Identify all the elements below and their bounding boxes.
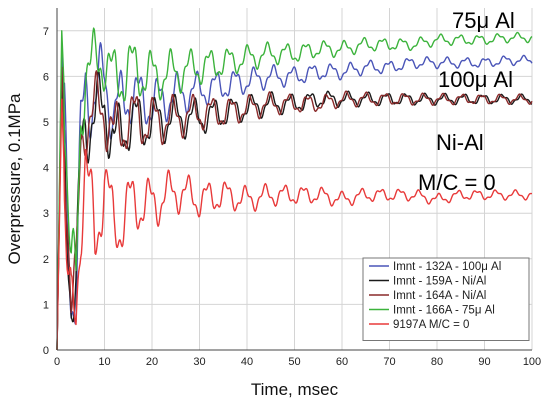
y-tick-label-0: 0: [43, 345, 49, 357]
y-tick-label-6: 6: [43, 71, 49, 83]
x-tick-label-4: 40: [241, 356, 253, 368]
legend-label-3: Imnt - 166A - 75μ Al: [393, 305, 495, 317]
series-line-0: [56, 42, 533, 351]
x-axis-title: Time, msec: [251, 380, 339, 399]
legend: Imnt - 132A - 100μ Al Imnt - 159A - Ni/Al…: [362, 257, 530, 341]
x-tick-label-5: 50: [288, 356, 300, 368]
series-lines: [56, 27, 533, 351]
x-tick-label-7: 70: [383, 356, 395, 368]
legend-label-0: Imnt - 132A - 100μ Al: [393, 261, 501, 273]
series-line-3: [56, 27, 533, 351]
y-tick-label-7: 7: [43, 26, 49, 38]
legend-box: [362, 257, 530, 341]
x-tick-label-1: 10: [98, 356, 110, 368]
annotation-ni-al: Ni-Al: [436, 130, 484, 155]
plot-frame: [56, 8, 532, 351]
annotation-100u-al: 100μ Al: [438, 67, 513, 92]
y-axis-title: Overpressure, 0.1MPa: [5, 93, 24, 265]
tick-labels: 0 10 20 30 40 50 60 70 80 90 100 0 1 2 3 4 5 6 7: [43, 26, 541, 368]
y-tick-label-2: 2: [43, 254, 49, 266]
y-tick-label-1: 1: [43, 299, 49, 311]
x-tick-label-3: 30: [193, 356, 205, 368]
legend-label-4: 9197A M/C = 0: [393, 319, 469, 331]
legend-label-1: Imnt - 159A - Ni/Al: [393, 276, 486, 288]
x-tick-label-6: 60: [336, 356, 348, 368]
series-line-2: [56, 66, 533, 351]
series-line-1: [56, 69, 533, 351]
series-line-4: [56, 98, 533, 351]
annotation-75u-al: 75μ Al: [452, 8, 515, 33]
y-tick-label-5: 5: [43, 117, 49, 129]
x-tick-label-10: 100: [523, 356, 541, 368]
x-tick-label-0: 0: [54, 356, 60, 368]
annotation-mc-0: M/C = 0: [418, 170, 496, 195]
x-tick-label-2: 20: [146, 356, 158, 368]
legend-items: Imnt - 132A - 100μ Al Imnt - 159A - Ni/Al…: [369, 261, 501, 331]
legend-label-2: Imnt - 164A - Ni/Al: [393, 290, 486, 302]
x-tick-label-9: 90: [478, 356, 490, 368]
y-tick-label-3: 3: [43, 208, 49, 220]
x-tick-label-8: 80: [431, 356, 443, 368]
y-tick-label-4: 4: [43, 163, 49, 175]
